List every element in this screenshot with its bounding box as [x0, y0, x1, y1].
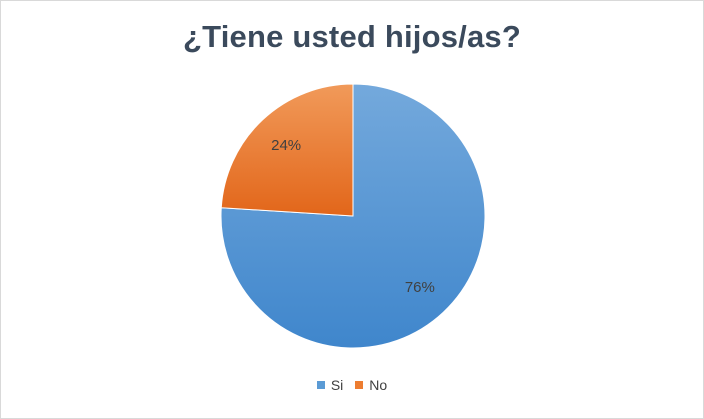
- data-label-no: 24%: [271, 137, 301, 154]
- chart-title: ¿Tiene usted hijos/as?: [182, 19, 521, 54]
- legend-swatch-si: [316, 381, 325, 389]
- chart-legend: Si No: [1, 377, 703, 393]
- legend-label-si: Si: [330, 377, 344, 393]
- legend-swatch-no: [355, 381, 364, 389]
- pie-slice-no: [220, 83, 354, 217]
- legend-item-si: Si: [316, 377, 344, 393]
- legend-item-no: No: [355, 377, 387, 393]
- pie-slice-si: [220, 83, 486, 349]
- data-label-si: 76%: [405, 279, 435, 296]
- legend-label-no: No: [369, 377, 388, 393]
